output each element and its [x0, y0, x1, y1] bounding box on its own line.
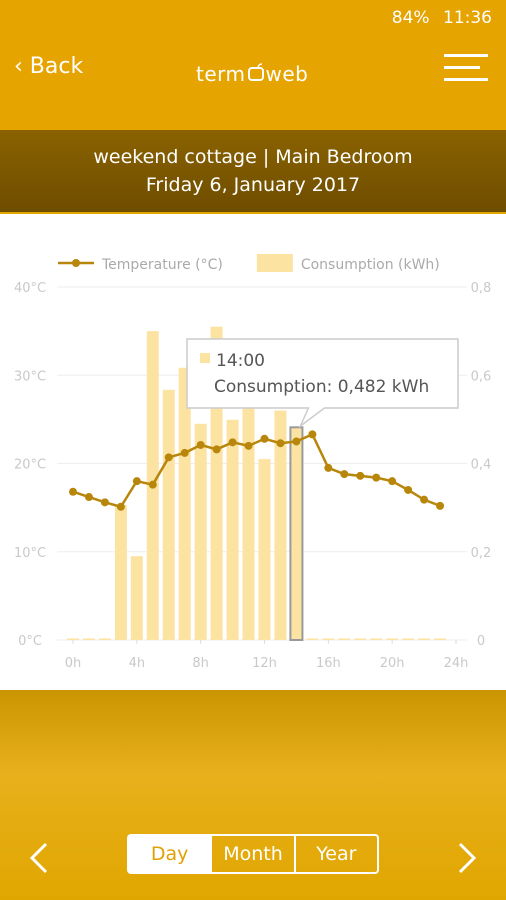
- bottom-bar: [0, 690, 506, 900]
- tooltip-title: 14:00: [216, 351, 265, 371]
- clock: 11:36: [443, 8, 492, 28]
- bar: [162, 389, 175, 640]
- status-bar: 84% 11:36: [384, 8, 492, 28]
- temperature-point: [84, 493, 93, 502]
- bar: [338, 638, 351, 640]
- temperature-point: [228, 438, 237, 447]
- tooltip: 14:00 Consumption: 0,482 kWh: [186, 338, 459, 429]
- temperature-point: [212, 445, 221, 454]
- bar: [242, 399, 255, 640]
- bar: [434, 638, 447, 640]
- y-tick-label: 30°C: [14, 369, 46, 384]
- x-tick-label: 12h: [252, 656, 277, 671]
- x-tick-label: 8h: [192, 656, 209, 671]
- temperature-point: [324, 463, 333, 472]
- tab[interactable]: Year: [293, 836, 377, 872]
- chart-panel: 0°C 10°C 20°C 30°C 40°C 0 0,2 0,4 0,6 0,8 0h 4h 8h 12…: [0, 214, 506, 690]
- chart: 0°C 10°C 20°C 30°C 40°C 0 0,2 0,4 0,6 0,8 0h 4h 8h 12…: [14, 254, 492, 671]
- bar: [289, 426, 304, 641]
- y-tick-label: 40°C: [14, 281, 46, 296]
- battery: 84%: [391, 8, 430, 28]
- back-button[interactable]: ‹ Back: [14, 54, 84, 79]
- temperature-point: [420, 495, 429, 504]
- logo-icon: [247, 63, 264, 81]
- location-banner: weekend cottage | Main Bedroom Friday 6,…: [0, 130, 506, 212]
- legend-swatch: [256, 254, 293, 272]
- period-tabs: Day Month Year: [127, 834, 379, 874]
- temperature-point: [436, 501, 445, 510]
- y-tick-label: 10°C: [14, 546, 46, 561]
- bar: [67, 638, 79, 640]
- temperature-point: [196, 440, 205, 449]
- temperature-point: [388, 477, 397, 486]
- bar: [322, 638, 335, 640]
- temperature-point: [356, 471, 365, 480]
- bar: [306, 638, 319, 640]
- temperature-point: [180, 448, 189, 457]
- logo-left: term: [196, 62, 246, 86]
- y-tick-label: 20°C: [14, 458, 46, 473]
- bar: [274, 410, 287, 640]
- y2-tick-label: 0,8: [471, 281, 492, 296]
- y2-tick-label: 0,6: [471, 369, 492, 384]
- prev-button[interactable]: [24, 840, 52, 876]
- bar: [354, 638, 367, 640]
- legend-dot: [72, 259, 80, 267]
- bar: [194, 423, 207, 640]
- tab[interactable]: Month: [210, 836, 293, 872]
- bar: [402, 638, 415, 640]
- bar: [178, 367, 191, 640]
- temperature-point: [132, 477, 141, 486]
- y-tick-label: 0°C: [18, 634, 42, 649]
- y2-tick-label: 0: [477, 634, 485, 649]
- temperature-point: [276, 439, 285, 448]
- bar: [82, 638, 95, 640]
- tooltip-swatch: [200, 353, 210, 363]
- bar: [226, 419, 239, 640]
- temperature-point: [69, 487, 77, 496]
- x-tick-label: 20h: [380, 656, 405, 671]
- logo-right: web: [265, 62, 309, 86]
- x-tick-label: 4h: [129, 656, 146, 671]
- back-label: Back: [29, 54, 84, 79]
- bar: [98, 638, 111, 640]
- temperature-point: [404, 485, 413, 494]
- temperature-point: [260, 434, 269, 443]
- temperature-point: [292, 437, 301, 446]
- legend-label: Consumption (kWh): [301, 257, 440, 273]
- temperature-point: [148, 480, 157, 489]
- menu-button[interactable]: [444, 52, 488, 84]
- temperature-point: [308, 430, 317, 439]
- location: weekend cottage | Main Bedroom: [93, 146, 413, 168]
- tooltip-box: [186, 338, 459, 429]
- x-tick-label: 16h: [316, 656, 341, 671]
- bar: [386, 638, 399, 640]
- temperature-point: [164, 453, 173, 462]
- legend-label: Temperature (°C): [101, 257, 223, 273]
- bar: [130, 556, 143, 640]
- temperature-point: [116, 502, 125, 511]
- temperature-point: [244, 441, 253, 450]
- bar: [370, 638, 383, 640]
- bar: [258, 459, 271, 640]
- temperature-point: [372, 473, 381, 482]
- app-header: 84% 11:36 ‹ Back term web: [0, 0, 506, 130]
- tooltip-text: Consumption: 0,482 kWh: [214, 377, 429, 397]
- y2-tick-label: 0,2: [471, 546, 492, 561]
- y2-tick-label: 0,4: [471, 458, 492, 473]
- tab[interactable]: Day: [129, 836, 211, 872]
- x-tick-label: 24h: [444, 656, 469, 671]
- date: Friday 6, January 2017: [145, 174, 361, 196]
- logo: term web: [196, 62, 308, 86]
- bar: [114, 504, 127, 640]
- temperature-point: [340, 470, 349, 479]
- temperature-point: [100, 498, 109, 507]
- temperature-line: [72, 432, 441, 509]
- next-button[interactable]: [454, 840, 482, 876]
- x-tick-label: 0h: [65, 656, 82, 671]
- bar: [418, 638, 431, 640]
